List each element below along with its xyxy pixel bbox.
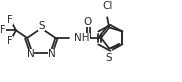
Text: O: O [83,17,91,27]
Text: N: N [48,49,56,59]
Text: F: F [0,25,6,35]
Text: N: N [27,49,34,59]
Text: Cl: Cl [102,1,112,11]
Text: S: S [38,21,45,31]
Text: NH: NH [74,33,90,43]
Text: F: F [7,15,13,25]
Text: F: F [7,36,13,46]
Text: S: S [106,53,112,63]
